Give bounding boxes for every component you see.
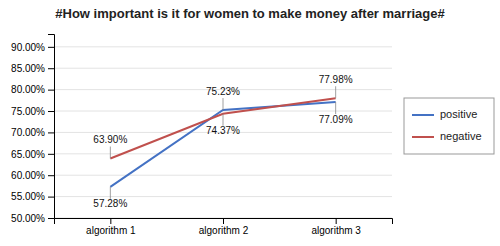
x-tick-mark (336, 218, 337, 224)
data-label: 77.98% (319, 74, 353, 85)
leader-line (335, 102, 336, 114)
y-tick-mark (48, 197, 54, 198)
grid-line (54, 196, 392, 197)
y-tick-mark (48, 154, 54, 155)
x-axis: algorithm 1 algorithm 2 algorithm 3 (55, 218, 393, 236)
x-tick-label: algorithm 2 (199, 225, 249, 236)
data-label: 63.90% (93, 134, 127, 145)
data-label: 75.23% (206, 86, 240, 97)
y-tick: 90.00% (11, 42, 54, 53)
y-tick-mark (48, 111, 54, 112)
y-tick: 75.00% (11, 106, 54, 117)
chart: #How important is it for women to make m… (0, 0, 500, 246)
data-label: 57.28% (93, 198, 127, 209)
series-line (110, 98, 335, 158)
leader-line (335, 86, 336, 98)
y-tick: 80.00% (11, 84, 54, 95)
x-axis-line (55, 219, 393, 225)
data-labels: 63.90% 57.28% 75.23% 74.37% 77.98% 77.09% (93, 74, 352, 210)
grid-line (54, 46, 392, 47)
y-tick-mark (48, 218, 54, 219)
y-axis: 50.00% 55.00% 60.00% 65.00% 70.00% 75.00% 80.0… (11, 35, 54, 224)
x-tick-label: algorithm 3 (311, 225, 361, 236)
x-tick-label: algorithm 1 (86, 225, 136, 236)
y-tick-mark (48, 68, 54, 69)
y-tick-label: 90.00% (11, 42, 45, 53)
x-tick-mark (223, 218, 224, 224)
y-tick-label: 70.00% (11, 127, 45, 138)
y-tick: 60.00% (11, 170, 54, 181)
x-tick: algorithm 1 (86, 218, 136, 236)
legend-swatch (412, 114, 434, 116)
y-tick: 85.00% (11, 63, 54, 74)
y-tick: 55.00% (11, 191, 54, 202)
y-tick-label: 80.00% (11, 84, 45, 95)
y-tick-mark (48, 47, 54, 48)
y-tick-label: 55.00% (11, 191, 45, 202)
x-tick-mark (110, 218, 111, 224)
grid-line (54, 68, 392, 69)
legend-label: negative (440, 130, 482, 142)
leader-line (223, 114, 224, 126)
y-tick-mark (48, 90, 54, 91)
leader-line (110, 147, 111, 159)
plot-area (110, 98, 335, 187)
y-tick-label: 65.00% (11, 149, 45, 160)
x-tick: algorithm 3 (311, 218, 361, 236)
y-tick-mark (48, 132, 54, 133)
y-tick-label: 50.00% (11, 213, 45, 224)
y-tick-label: 85.00% (11, 63, 45, 74)
data-label: 77.09% (319, 114, 353, 125)
y-tick: 65.00% (11, 149, 54, 160)
y-tick-label: 75.00% (11, 106, 45, 117)
data-label: 74.37% (206, 125, 240, 136)
grid (54, 47, 392, 218)
y-axis-line (48, 35, 55, 219)
legend: positive negative (404, 98, 494, 154)
legend-label: positive (440, 108, 477, 120)
y-tick-mark (48, 175, 54, 176)
leader-line (223, 98, 224, 110)
grid-line (54, 175, 392, 176)
x-tick: algorithm 2 (199, 218, 249, 236)
leader-line (110, 187, 111, 199)
y-tick-label: 60.00% (11, 170, 45, 181)
y-tick: 70.00% (11, 127, 54, 138)
grid-line (54, 153, 392, 154)
legend-swatch (412, 136, 434, 138)
title: #How important is it for women to make m… (55, 6, 445, 21)
legend-frame (404, 98, 494, 154)
y-tick: 50.00% (11, 213, 54, 224)
